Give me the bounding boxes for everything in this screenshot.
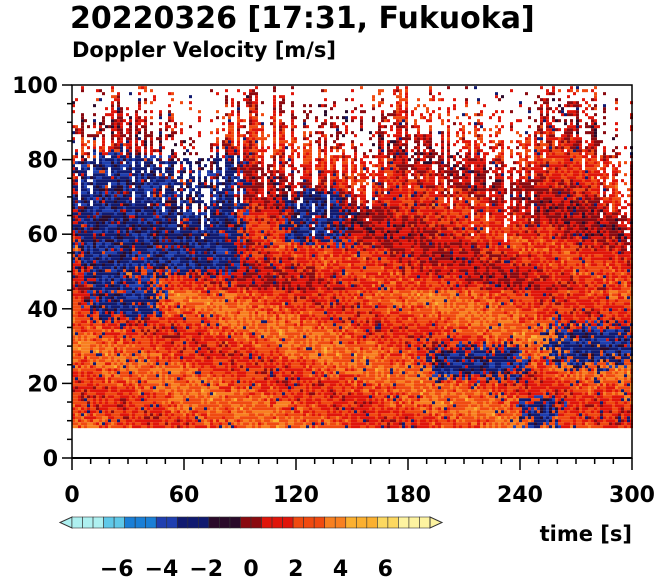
y-tick-label: 20: [27, 372, 58, 397]
x-tick-label: 120: [273, 483, 319, 508]
colorbar-tick-label: 4: [333, 557, 348, 577]
colorbar-segment: [303, 516, 315, 529]
colorbar-tick-label: −6: [100, 557, 134, 577]
colorbar-segment: [282, 516, 294, 529]
colorbar-segment: [219, 516, 231, 529]
y-tick-label: 100: [12, 74, 58, 99]
colorbar-segment: [92, 516, 104, 529]
axes: 0 60 120 180 240 300 0 20 40 60 80 100: [12, 74, 655, 508]
x-tick-label: 180: [385, 483, 431, 508]
colorbar-segment: [176, 516, 189, 529]
colorbar-segment: [229, 516, 241, 529]
x-tick-label: 0: [64, 483, 79, 508]
x-axis-label: time [s]: [540, 522, 632, 546]
colorbar-segment: [292, 516, 304, 529]
colorbar-segment: [261, 516, 273, 529]
colorbar-segment: [82, 516, 94, 529]
colorbar-segment: [198, 516, 210, 529]
x-tick-label: 60: [169, 483, 200, 508]
colorbar-tick-label: 2: [288, 557, 303, 577]
colorbar: −6 −4 −2 0 2 4 6: [58, 516, 444, 577]
colorbar-segment: [313, 516, 326, 529]
colorbar-segment: [103, 516, 115, 529]
colorbar-segment: [366, 516, 378, 529]
colorbar-segment: [240, 516, 252, 529]
x-tick-label: 240: [497, 483, 543, 508]
colorbar-tick-label: −2: [189, 557, 223, 577]
colorbar-segment: [377, 516, 389, 529]
colorbar-segment: [134, 516, 147, 529]
colorbar-segment: [419, 516, 431, 529]
colorbar-segment: [187, 516, 199, 529]
colorbar-segment: [271, 516, 283, 529]
colorbar-segment: [166, 516, 178, 529]
colorbar-segment: [250, 516, 262, 529]
colorbar-segment: [345, 516, 357, 529]
colorbar-tick-label: 6: [378, 557, 393, 577]
y-tick-label: 60: [27, 223, 58, 248]
colorbar-segment: [408, 516, 420, 529]
colorbar-tick-label: −4: [145, 557, 179, 577]
colorbar-segment: [334, 516, 347, 529]
chart-subtitle: Doppler Velocity [m/s]: [72, 38, 336, 62]
colorbar-segment: [145, 516, 157, 529]
colorbar-min-arrow: [58, 516, 73, 529]
heatmap: [72, 86, 633, 429]
colorbar-segment: [155, 516, 168, 529]
colorbar-segment: [355, 516, 368, 529]
colorbar-segment: [387, 516, 399, 529]
x-tick-label: 300: [609, 483, 655, 508]
y-tick-label: 80: [27, 149, 58, 174]
colorbar-segment: [71, 516, 83, 529]
colorbar-segment: [324, 516, 336, 529]
colorbar-max-arrow: [429, 516, 444, 529]
colorbar-segment: [124, 516, 136, 529]
colorbar-segment: [208, 516, 220, 529]
y-tick-label: 0: [43, 447, 58, 472]
y-tick-label: 40: [27, 298, 58, 323]
colorbar-segment: [113, 516, 125, 529]
chart-title: 20220326 [17:31, Fukuoka]: [70, 1, 535, 36]
colorbar-segment: [398, 516, 410, 529]
colorbar-tick-label: 0: [243, 557, 258, 577]
